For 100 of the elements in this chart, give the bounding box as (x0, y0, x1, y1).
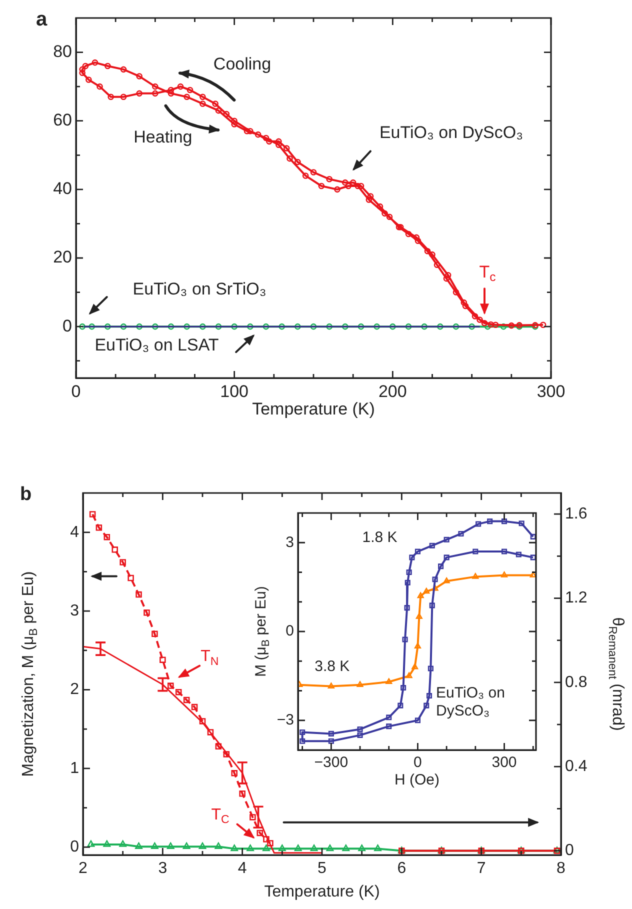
point (160, 656, 166, 663)
point (404, 580, 410, 586)
point (417, 592, 424, 598)
point (444, 554, 450, 560)
x-tick-label: 8 (556, 860, 566, 878)
point (300, 729, 306, 735)
point (416, 613, 422, 619)
point (168, 682, 174, 689)
x-tick-label: 200 (378, 382, 407, 401)
annotation: Cooling (213, 54, 272, 74)
point (230, 844, 238, 852)
point (191, 704, 198, 710)
point (152, 630, 158, 637)
x-tick-label: 3 (158, 860, 168, 878)
point (374, 844, 382, 852)
point (166, 842, 174, 849)
annotation: Heating (134, 128, 192, 147)
y-tick-label: 2 (70, 681, 80, 698)
point (328, 730, 334, 736)
point (438, 564, 444, 570)
x-tick-label: 100 (220, 382, 249, 401)
point (409, 554, 415, 560)
point (444, 536, 450, 542)
point (501, 572, 508, 578)
point (443, 577, 450, 584)
y-tick-label: 4 (70, 524, 80, 541)
y-tick-label: 0 (70, 838, 80, 856)
point (300, 738, 306, 744)
point (294, 844, 302, 852)
x-tick-label: 300 (492, 754, 517, 772)
point (223, 751, 230, 758)
point (404, 605, 410, 611)
point (429, 542, 435, 548)
y-tick-label: 0 (62, 316, 72, 336)
point (530, 554, 536, 560)
point (414, 718, 420, 724)
y-tick-label: 40 (53, 179, 72, 198)
point (406, 672, 412, 678)
point (103, 840, 111, 847)
point (144, 609, 150, 616)
point (342, 844, 350, 852)
point (426, 693, 432, 699)
point (400, 685, 406, 691)
point (358, 844, 366, 852)
point (199, 718, 206, 724)
point (414, 642, 421, 648)
point (501, 518, 508, 524)
y-tick-label: 60 (53, 110, 72, 130)
x-tick-label: −300 (314, 754, 348, 772)
x-axis-title: H (Oe) (394, 772, 440, 789)
point (250, 814, 256, 820)
point (326, 844, 334, 852)
point (104, 534, 110, 540)
point (310, 844, 318, 852)
point (472, 548, 478, 554)
y2-tick-label: 0.8 (565, 674, 588, 691)
y-tick-label: 3 (70, 602, 80, 620)
point (151, 842, 158, 849)
x-tick-label: 300 (536, 382, 566, 401)
y-tick-label: −3 (276, 712, 294, 729)
x-axis-title: Temperature (K) (264, 884, 380, 901)
point (96, 524, 102, 531)
point (89, 511, 96, 518)
point (246, 844, 254, 852)
y-tick-label: 1 (70, 760, 80, 777)
point (402, 636, 408, 642)
point (231, 770, 238, 776)
y-axis-title: Magnetization, M (μB per Eu) (20, 571, 40, 777)
x-axis-title: Temperature (K) (252, 400, 375, 419)
point (175, 688, 182, 696)
point (328, 682, 334, 688)
point (357, 726, 363, 732)
y2-tick-label: 1.6 (565, 505, 588, 522)
series-label: EuTiO₃ on SrTiO₃ (132, 279, 266, 298)
point (423, 588, 430, 594)
point (398, 702, 404, 708)
point (198, 842, 206, 849)
point (501, 548, 508, 554)
x-tick-label: 6 (397, 860, 406, 878)
y2-tick-label: 0 (565, 842, 574, 860)
y-axis-title: M (μB per Eu) (252, 586, 272, 677)
point (183, 696, 190, 704)
point (414, 548, 420, 554)
point (516, 552, 522, 558)
point (424, 702, 430, 708)
point (256, 830, 263, 836)
point (429, 602, 435, 608)
point (356, 681, 364, 687)
point (458, 530, 464, 537)
y-tick-label: 80 (53, 42, 72, 61)
point (119, 840, 127, 847)
x-tick-label: 4 (238, 860, 247, 878)
annotation: EuTiO₃ on DyScO₃ (436, 684, 505, 720)
point (267, 840, 274, 846)
x-tick-label: 7 (476, 860, 486, 878)
point (472, 573, 479, 579)
point (518, 520, 524, 526)
point (182, 842, 190, 849)
point (386, 678, 392, 684)
series-label: 1.8 K (362, 529, 398, 546)
